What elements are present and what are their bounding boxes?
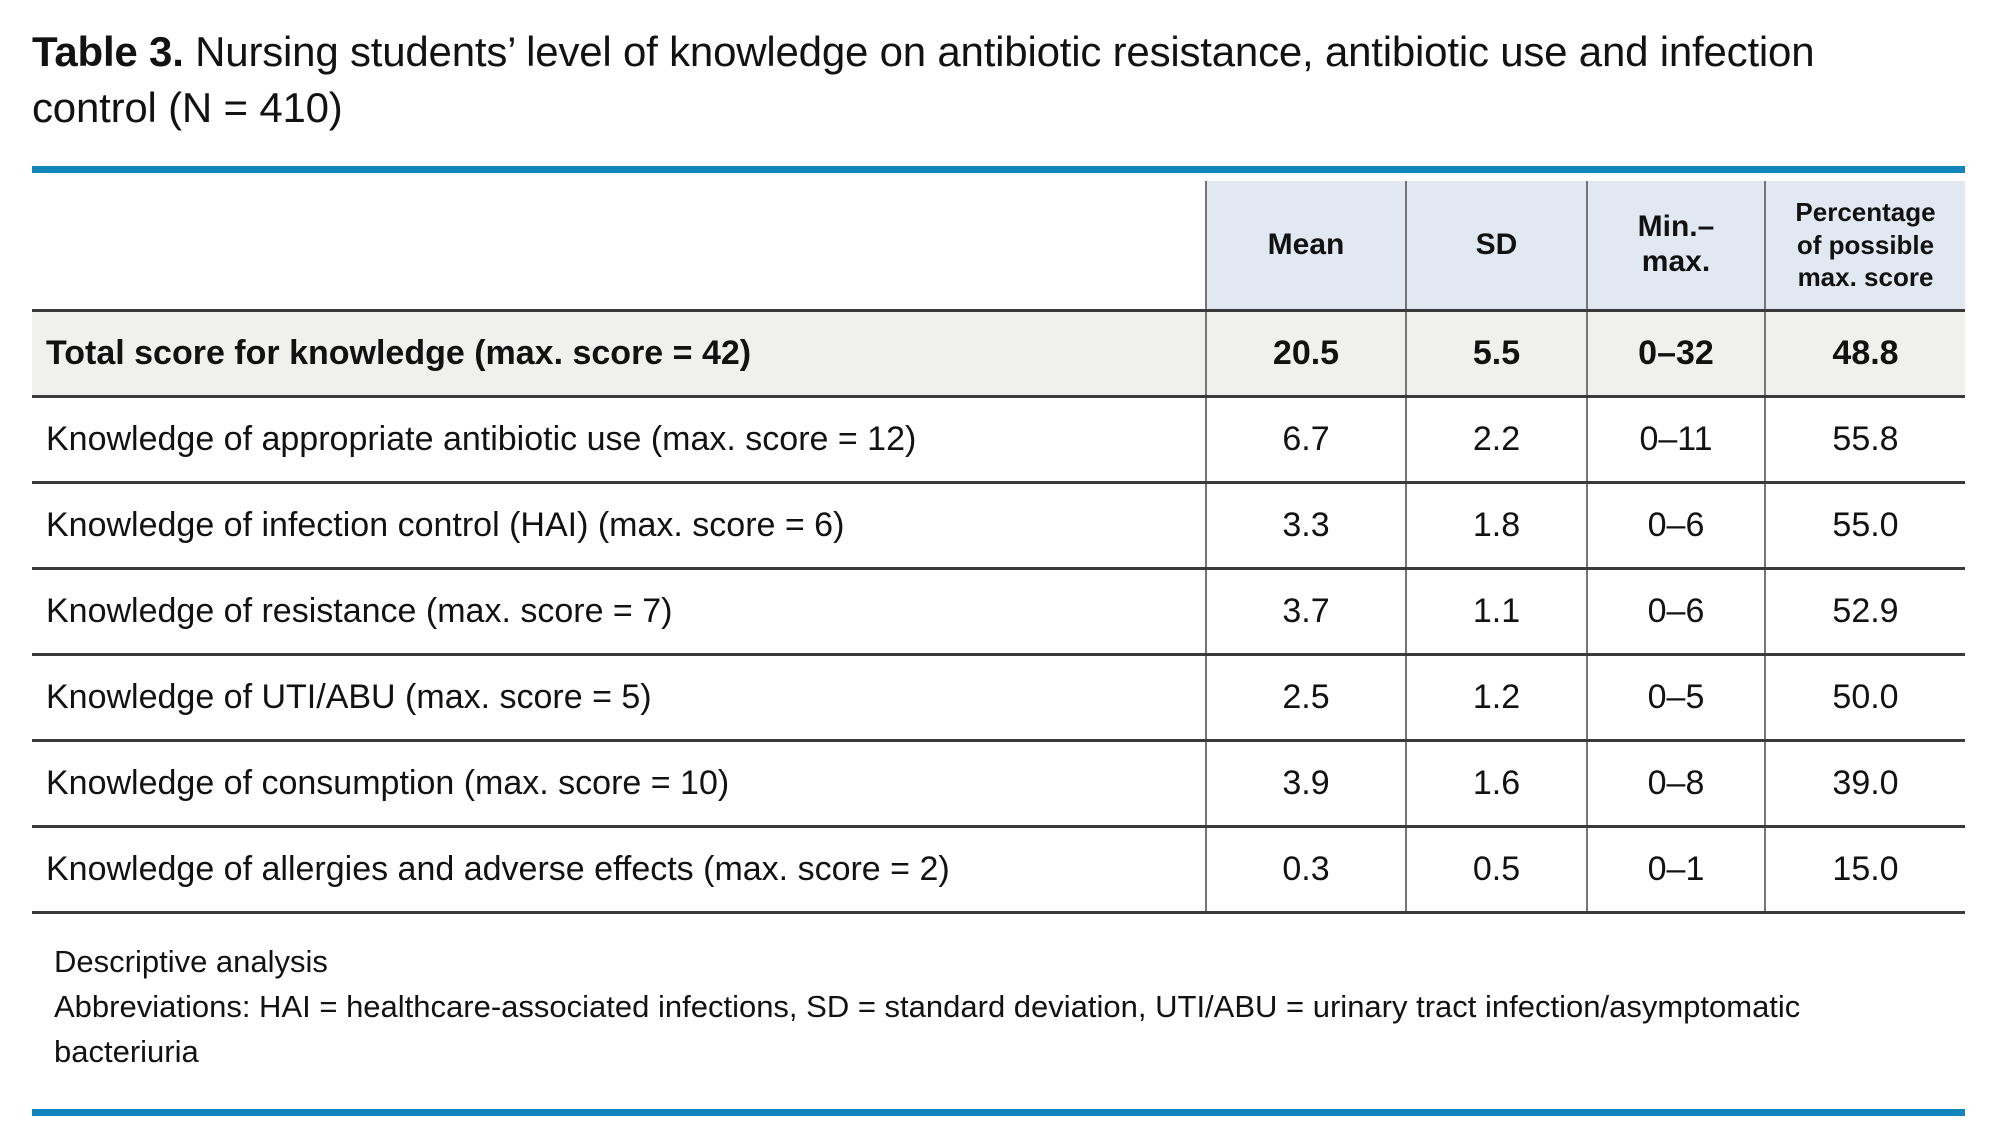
table-row: Knowledge of appropriate antibiotic use …	[32, 395, 1965, 483]
footnote-analysis: Descriptive analysis	[54, 944, 328, 980]
top-rule	[32, 165, 1965, 173]
sd-cell: 2.2	[1405, 395, 1587, 483]
header-mean: Mean	[1205, 180, 1406, 313]
mean-cell: 3.3	[1205, 481, 1406, 569]
pct-cell: 50.0	[1764, 653, 1965, 741]
mean-cell: 20.5	[1205, 309, 1406, 397]
header-percentage: Percentage of possible max. score	[1764, 180, 1965, 313]
mean-cell: 3.9	[1205, 739, 1406, 827]
page: Table 3. Nursing students’ level of know…	[32, 24, 1965, 1117]
pct-cell: 48.8	[1764, 309, 1965, 397]
pct-cell: 52.9	[1764, 567, 1965, 655]
table-row-total: Total score for knowledge (max. score = …	[32, 309, 1965, 397]
table-body: Total score for knowledge (max. score = …	[32, 309, 1965, 915]
mean-cell: 0.3	[1205, 825, 1406, 915]
pct-cell: 15.0	[1764, 825, 1965, 915]
pct-cell: 39.0	[1764, 739, 1965, 827]
header-label-cell	[32, 180, 1206, 313]
min-max-cell: 0–8	[1586, 739, 1765, 827]
header-min-max: Min.–max.	[1586, 180, 1765, 313]
knowledge-table: Mean SD Min.–max. Percentage of possible…	[32, 180, 1965, 915]
footnotes: Descriptive analysis Abbreviations: HAI …	[32, 914, 1932, 1075]
table-caption-text: Nursing students’ level of knowledge on …	[32, 28, 1815, 131]
header-row: Mean SD Min.–max. Percentage of possible…	[32, 180, 1965, 313]
row-label: Knowledge of infection control (HAI) (ma…	[32, 481, 1206, 569]
pct-cell: 55.8	[1764, 395, 1965, 483]
table-header: Mean SD Min.–max. Percentage of possible…	[32, 180, 1965, 313]
table-caption-number: Table 3.	[32, 28, 184, 75]
row-label: Total score for knowledge (max. score = …	[32, 309, 1206, 397]
sd-cell: 1.6	[1405, 739, 1587, 827]
footnote-abbreviations: Abbreviations: HAI = healthcare-associat…	[54, 989, 1801, 1070]
mean-cell: 3.7	[1205, 567, 1406, 655]
sd-cell: 1.1	[1405, 567, 1587, 655]
table-row: Knowledge of resistance (max. score = 7)…	[32, 567, 1965, 655]
sd-cell: 1.8	[1405, 481, 1587, 569]
sd-cell: 1.2	[1405, 653, 1587, 741]
header-sd: SD	[1405, 180, 1587, 313]
table-row: Knowledge of UTI/ABU (max. score = 5) 2.…	[32, 653, 1965, 741]
row-label: Knowledge of consumption (max. score = 1…	[32, 739, 1206, 827]
table-row: Knowledge of consumption (max. score = 1…	[32, 739, 1965, 827]
row-label: Knowledge of resistance (max. score = 7)	[32, 567, 1206, 655]
table-caption: Table 3. Nursing students’ level of know…	[32, 24, 1902, 136]
row-label: Knowledge of UTI/ABU (max. score = 5)	[32, 653, 1206, 741]
table-row: Knowledge of allergies and adverse effec…	[32, 825, 1965, 915]
mean-cell: 2.5	[1205, 653, 1406, 741]
row-label: Knowledge of appropriate antibiotic use …	[32, 395, 1206, 483]
bottom-rule	[32, 1109, 1965, 1117]
mean-cell: 6.7	[1205, 395, 1406, 483]
row-label: Knowledge of allergies and adverse effec…	[32, 825, 1206, 915]
min-max-cell: 0–1	[1586, 825, 1765, 915]
pct-cell: 55.0	[1764, 481, 1965, 569]
table-row: Knowledge of infection control (HAI) (ma…	[32, 481, 1965, 569]
min-max-cell: 0–5	[1586, 653, 1765, 741]
sd-cell: 5.5	[1405, 309, 1587, 397]
min-max-cell: 0–6	[1586, 567, 1765, 655]
min-max-cell: 0–32	[1586, 309, 1765, 397]
min-max-cell: 0–6	[1586, 481, 1765, 569]
sd-cell: 0.5	[1405, 825, 1587, 915]
min-max-cell: 0–11	[1586, 395, 1765, 483]
